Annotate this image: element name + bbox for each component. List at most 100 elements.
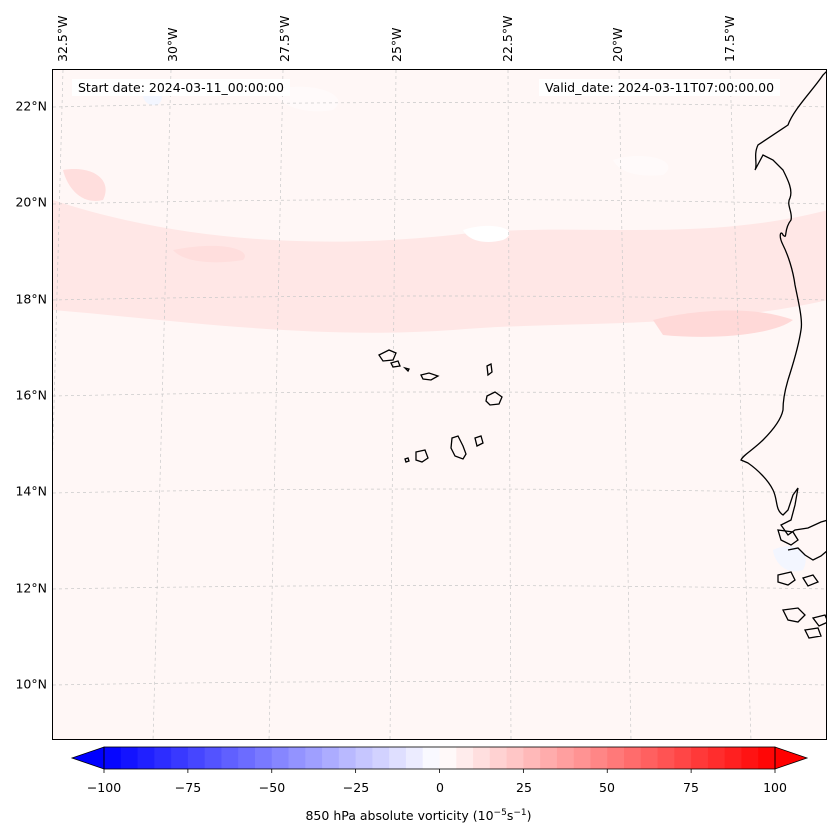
colorbar-cell	[724, 747, 743, 769]
colorbar-cell	[556, 747, 575, 769]
colorbar-tick-100: 100	[763, 780, 787, 795]
colorbar-cell	[707, 747, 726, 769]
negative-vorticity-speck-1	[773, 546, 806, 572]
colorbar-tick-0: 0	[436, 780, 444, 795]
lon-label-22-5w: 22.5°W	[500, 15, 515, 62]
positive-vorticity-patch-2	[63, 169, 106, 201]
colorbar-cell	[338, 747, 357, 769]
positive-vorticity-patch-1	[653, 310, 793, 337]
colorbar-cell	[657, 747, 675, 769]
colorbar-cell	[204, 747, 223, 769]
lon-label-30w: 30°W	[165, 27, 180, 62]
island-boa-vista	[485, 391, 503, 406]
colorbar-cell	[288, 747, 306, 769]
lon-label-20w: 20°W	[610, 27, 625, 62]
colorbar-cell	[405, 747, 424, 769]
colorbar-cell	[506, 747, 524, 769]
colorbar-cell	[372, 747, 390, 769]
colorbar-tick-minus-25: −25	[342, 780, 370, 795]
colorbar-cell	[473, 747, 491, 769]
meridian-22-5w	[507, 70, 512, 739]
lat-label-16n: 16°N	[15, 387, 47, 403]
colorbar-cell	[674, 747, 692, 769]
colorbar-cell	[607, 747, 625, 769]
colorbar-cell	[238, 747, 256, 769]
west-africa-coastline	[740, 71, 826, 536]
lat-label-14n: 14°N	[15, 483, 47, 499]
colorbar-tick-minus-75: −75	[174, 780, 202, 795]
graticule	[53, 70, 826, 739]
colorbar-cell	[120, 747, 139, 769]
lon-label-25w: 25°W	[389, 27, 404, 62]
colorbar-cell	[254, 747, 273, 769]
meridian-20w	[618, 70, 632, 739]
meridian-32-5w	[53, 70, 64, 456]
light-area-3	[613, 155, 669, 176]
parallel-18n	[53, 295, 826, 301]
meridian-25w	[389, 70, 397, 739]
island-brava	[404, 457, 410, 463]
parallel-10n	[53, 681, 826, 686]
colorbar-tick-25: 25	[516, 780, 532, 795]
colorbar-tickmarks	[103, 769, 776, 773]
start-date-label: Start date: 2024-03-11_00:00:00	[72, 79, 290, 96]
colorbar-cell	[741, 747, 759, 769]
parallel-14n	[53, 488, 826, 494]
colorbar-label-exponent-1: −5	[493, 808, 507, 818]
colorbar-cell	[322, 747, 340, 769]
meridian-27-5w	[268, 70, 284, 739]
meridian-30w	[152, 70, 172, 739]
colorbar-tick-minus-50: −50	[258, 780, 286, 795]
vorticity-field-map	[53, 70, 826, 739]
island-santa-luzia	[402, 366, 410, 373]
parallel-12n	[53, 585, 826, 590]
colorbar-cell	[137, 747, 155, 769]
colorbar-low-extension	[70, 746, 105, 770]
coastlines	[378, 71, 826, 639]
colorbar-cell	[456, 747, 474, 769]
colorbar-cell	[271, 747, 290, 769]
colorbar-cell	[355, 747, 374, 769]
island-sao-nicolau	[420, 372, 440, 381]
island-santiago	[450, 435, 467, 460]
island-santo-antao	[378, 349, 397, 362]
lon-label-17-5w: 17.5°W	[722, 15, 737, 62]
colorbar-label-exponent-2: −1	[513, 808, 527, 818]
colorbar-cell	[758, 747, 776, 769]
lat-label-20n: 20°N	[15, 194, 47, 210]
colorbar-cell	[573, 747, 592, 769]
map-panel	[52, 69, 827, 740]
colorbar-cell	[221, 747, 239, 769]
positive-vorticity-band-north	[53, 200, 826, 333]
lat-label-18n: 18°N	[15, 291, 47, 307]
colorbar-cell	[523, 747, 541, 769]
colorbar-label-end: )	[526, 808, 532, 824]
colorbar-tick-minus-100: −100	[86, 780, 122, 795]
colorbar-high-extension	[774, 746, 809, 770]
colorbar-cell	[439, 747, 457, 769]
colorbar-cell	[171, 747, 189, 769]
island-fogo	[415, 449, 429, 463]
light-area-2	[463, 225, 510, 242]
lon-label-32-5w: 32.5°W	[55, 15, 70, 62]
island-sao-vicente	[390, 360, 401, 368]
guinea-bissau-coast	[777, 529, 826, 561]
colorbar-cell	[489, 747, 508, 769]
colorbar-cell	[154, 747, 172, 769]
meridian-17-5w	[729, 70, 752, 739]
colorbar-cell	[590, 747, 608, 769]
colorbar-cell	[691, 747, 709, 769]
colorbar-cell	[624, 747, 642, 769]
lat-label-22n: 22°N	[15, 98, 47, 114]
colorbar-cell	[305, 747, 323, 769]
lat-label-12n: 12°N	[15, 580, 47, 596]
island-sal	[486, 363, 493, 377]
lon-label-27-5w: 27.5°W	[277, 15, 292, 62]
colorbar-cell	[104, 747, 122, 769]
colorbar-cell	[422, 747, 441, 769]
colorbar-label-unit: s	[506, 808, 514, 824]
parallel-16n	[53, 391, 826, 397]
valid-date-label: Valid_date: 2024-03-11T07:00:00.00	[539, 79, 781, 96]
colorbar-cell	[640, 747, 659, 769]
colorbar-tick-75: 75	[683, 780, 699, 795]
